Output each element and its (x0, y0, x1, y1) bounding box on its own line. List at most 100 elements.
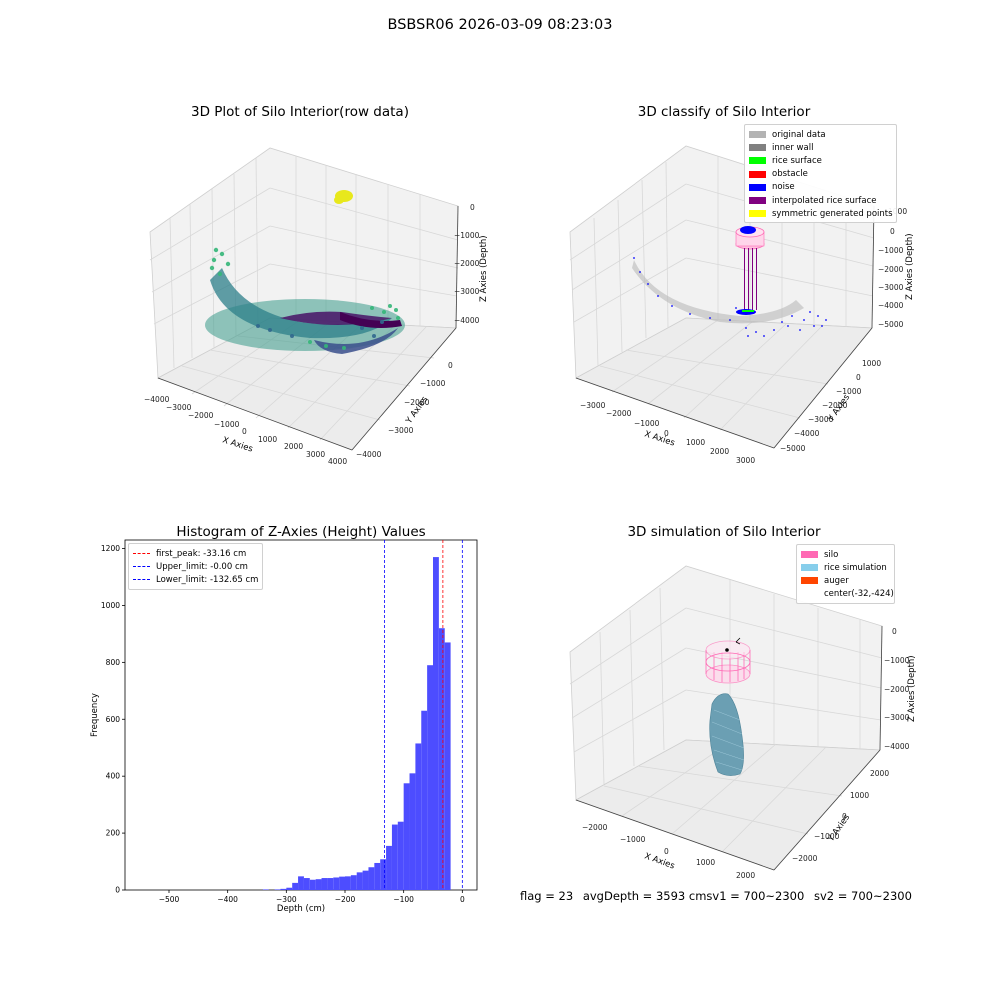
simulation-z-tick: −3000 (884, 713, 910, 722)
histogram-bar (403, 783, 410, 890)
simulation-y-tick: −2000 (792, 854, 818, 863)
raw-z-tick: −3000 (454, 287, 480, 296)
classify-y-tick: −4000 (794, 429, 820, 438)
histogram-x-tick: −500 (159, 890, 180, 904)
legend-item: interpolated rice surface (749, 194, 891, 207)
simulation-rice-surface (709, 693, 744, 776)
raw-y-tick: −3000 (388, 426, 414, 435)
histogram-bar (362, 870, 369, 890)
simulation-y-tick: 1000 (850, 791, 869, 800)
simulation-rice-mesh (711, 709, 745, 771)
histogram-y-tick-label: 1000 (101, 601, 120, 610)
legend-item: obstacle (749, 168, 891, 181)
legend-item: center(-32,-424) (801, 588, 894, 601)
status-avg-depth: avgDepth = 3593 cm (582, 889, 707, 903)
legend-label: original data (772, 129, 826, 140)
histogram-x-tick: 0 (460, 890, 465, 904)
raw-axis-lines (157, 205, 459, 451)
legend-item: symmetric generated points (749, 207, 893, 220)
histogram-x-tick-label: −100 (393, 895, 414, 904)
histogram-bar (427, 665, 433, 890)
legend-swatch (801, 564, 818, 572)
histogram-x-tick: −100 (393, 890, 414, 904)
histogram-x-tick-label: −500 (159, 895, 180, 904)
classify-z-tick: −5000 (878, 320, 904, 329)
classify-z-tick: 1000 (888, 207, 907, 216)
raw-x-tick: −2000 (188, 411, 214, 420)
histogram-bars (262, 557, 451, 890)
histogram-bar (444, 642, 451, 890)
histogram-y-tick-label: 0 (115, 886, 120, 895)
legend-swatch (749, 144, 766, 152)
classify-x-tick: 1000 (686, 438, 705, 447)
classify-y-tick: −5000 (780, 444, 806, 453)
classify-x-tick: −2000 (606, 409, 632, 418)
classify-plot-title: 3D classify of Silo Interior (637, 104, 811, 120)
legend-label: inner wall (772, 142, 814, 153)
raw-auger-points (334, 190, 353, 204)
legend-label: Lower_limit: -132.65 cm (156, 574, 259, 585)
classify-noise-points (633, 257, 827, 337)
simulation-z-tick: −4000 (884, 742, 910, 751)
classify-y-tick: −1000 (836, 387, 862, 396)
legend-swatch (801, 591, 818, 598)
simulation-x-tick: 1000 (696, 858, 715, 867)
legend-swatch (133, 566, 150, 568)
classify-axis-lines (575, 205, 875, 449)
legend-label: auger (824, 575, 849, 586)
histogram-bar (397, 821, 404, 890)
legend-swatch (749, 131, 766, 139)
histogram-y-tick: 400 (106, 772, 125, 781)
status-line: flag = 23 avgDepth = 3593 cmsv1 = 700~23… (520, 889, 918, 903)
simulation-z-tick: −1000 (884, 656, 910, 665)
raw-x-tick: 2000 (284, 442, 303, 451)
simulation-auger-marker (725, 637, 741, 652)
raw-x-tick: 1000 (258, 435, 277, 444)
legend-item: rice surface (749, 154, 891, 167)
histogram-bar (386, 845, 392, 890)
histogram-y-tick-label: 200 (106, 829, 121, 838)
histogram-y-tick-label: 600 (106, 715, 121, 724)
legend-swatch (749, 157, 766, 165)
raw-z-tick: 0 (470, 203, 475, 212)
histogram-x-ticks: −500 −400 −300 −200 −100 0 (159, 890, 465, 904)
raw-y-tick: −4000 (356, 450, 382, 459)
classify-z-tick: −4000 (878, 301, 904, 310)
histogram-y-label: Frequency (90, 693, 100, 737)
legend-item: Lower_limit: -132.65 cm (133, 573, 259, 586)
simulation-axis-lines (575, 625, 883, 871)
histogram-y-tick: 1000 (101, 601, 125, 610)
legend-item: noise (749, 181, 891, 194)
histogram-y-tick-label: 800 (106, 658, 121, 667)
raw-plot-title: 3D Plot of Silo Interior(row data) (191, 104, 409, 120)
simulation-z-tick: −2000 (884, 685, 910, 694)
legend-label: silo (824, 549, 839, 560)
legend-item: auger (801, 574, 889, 587)
legend-swatch (749, 210, 766, 218)
legend-label: rice simulation (824, 562, 887, 573)
status-sv1: sv1 = 700~2300 (706, 889, 805, 903)
legend-swatch (749, 197, 766, 205)
legend-item: silo (801, 548, 889, 561)
legend-swatch (133, 579, 150, 581)
classify-x-tick: 0 (664, 429, 669, 438)
classify-x-tick: −3000 (580, 401, 606, 410)
histogram-bar (286, 887, 293, 890)
simulation-y-tick: 0 (842, 812, 847, 821)
histogram-bar (350, 875, 357, 890)
histogram-bar (374, 862, 381, 890)
histogram-bar (321, 878, 328, 890)
classify-z-tick: −1000 (878, 246, 904, 255)
histogram-bar (262, 889, 269, 890)
legend-swatch (749, 183, 766, 191)
legend-swatch (801, 551, 818, 559)
histogram-y-tick-label: 400 (106, 772, 121, 781)
raw-x-tick: −4000 (144, 395, 170, 404)
histogram-x-tick: −300 (276, 890, 297, 904)
histogram-y-tick: 0 (115, 886, 125, 895)
histogram-x-tick-label: 0 (460, 895, 465, 904)
simulation-z-label: Z Axies (Depth) (907, 655, 917, 722)
legend-item: first_peak: -33.16 cm (133, 547, 257, 560)
histogram-x-tick-label: −300 (276, 895, 297, 904)
